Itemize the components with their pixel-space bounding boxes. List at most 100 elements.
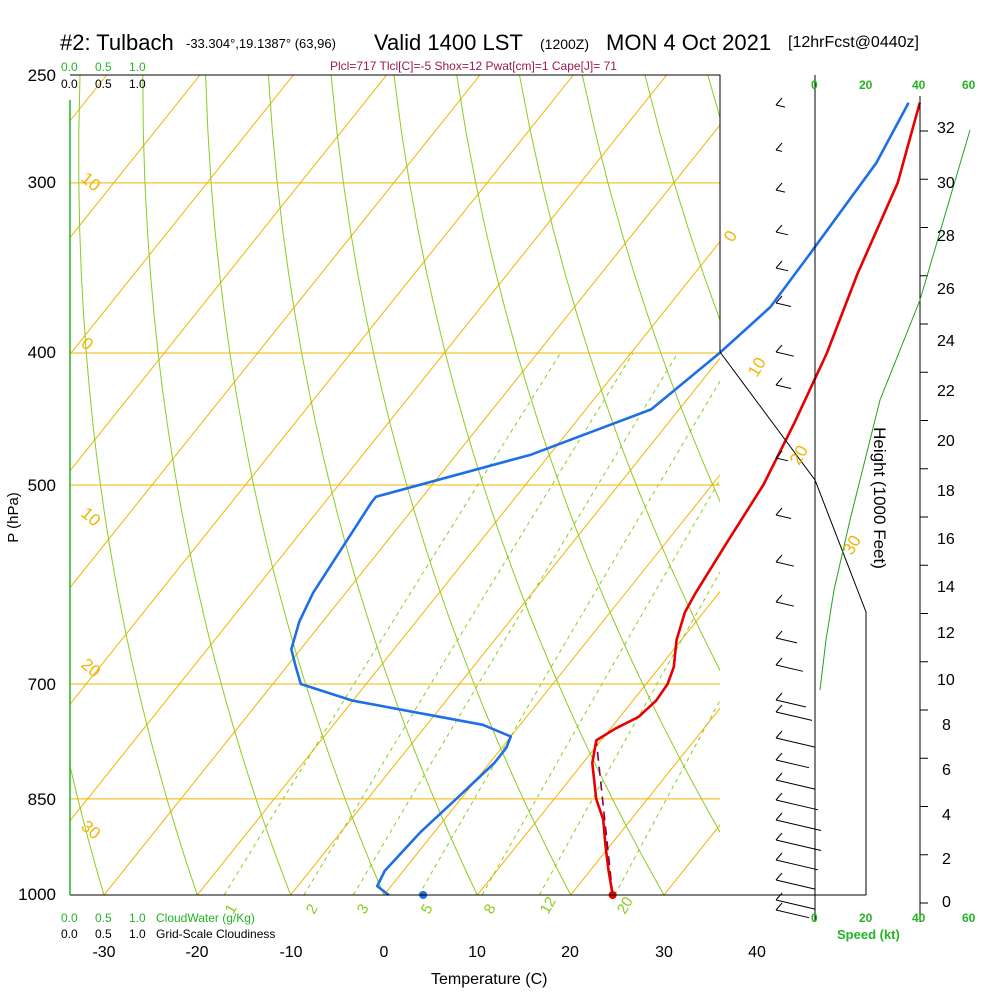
isotherm-label: 30: [839, 532, 865, 558]
x-tick-30: 30: [655, 944, 673, 961]
y-tick-300: 300: [27, 173, 56, 192]
height-tick-20: 20: [937, 433, 955, 450]
dry-adiabat-line: [707, 75, 720, 120]
dry-adiabat-line: [205, 75, 385, 895]
wind-barb: [775, 507, 792, 519]
height-tick-6: 6: [942, 762, 951, 779]
wind-barb-flag: [775, 97, 783, 106]
wind-barb-flag: [775, 730, 783, 739]
height-tick-0: 0: [942, 894, 951, 911]
wind-barb-staff: [775, 302, 792, 307]
dry-adiabat-line: [142, 75, 292, 895]
mixing-ratio-label: 5: [418, 901, 437, 917]
wind-barb-flag: [775, 295, 783, 304]
speed-top-60: 60: [962, 78, 976, 92]
dry-adiabat-lines: [70, 75, 720, 895]
wind-barb-staff: [775, 267, 789, 272]
mixing-ratio-line: [481, 478, 720, 895]
y-tick-700: 700: [27, 675, 56, 694]
wind-barb-staff: [775, 104, 786, 108]
mixing-ratio-label: 12: [537, 894, 560, 917]
height-tick-26: 26: [937, 281, 955, 298]
dry-adiabat-line: [581, 75, 720, 503]
wind-barb-staff: [775, 759, 810, 769]
wind-barb-flag: [775, 872, 783, 881]
cloud-scale-top-black-2: 1.0: [129, 77, 146, 91]
isotherm-line: [476, 590, 720, 895]
height-tick-10: 10: [937, 672, 955, 689]
speed-bottom-40: 40: [912, 911, 926, 925]
wind-barb-flag: [775, 377, 783, 386]
x-axis-label: Temperature (C): [431, 971, 548, 988]
isotherm-label: 10: [77, 169, 104, 196]
isobar-lines: [70, 74, 720, 896]
wind-barb: [775, 260, 789, 272]
wind-barb-flag: [775, 450, 783, 459]
speed-axis-label: Speed (kt): [837, 927, 900, 942]
wind-barb-flag: [775, 657, 783, 666]
cloud-scale-top-black-0: 0.0: [61, 77, 78, 91]
isotherm-label: 0: [77, 334, 96, 355]
height-tick-18: 18: [937, 483, 955, 500]
wind-barb-staff: [775, 189, 786, 193]
wind-barb: [775, 772, 816, 790]
wind-barb: [775, 872, 816, 890]
wind-barb-staff: [775, 149, 783, 152]
wind-barb-staff: [775, 351, 795, 357]
cloud-scale-top-green-2: 1.0: [129, 60, 146, 74]
skew-boundary-line: [70, 74, 867, 895]
wind-barb-staff: [775, 737, 816, 748]
height-tick-12: 12: [937, 625, 955, 642]
zulu-time: (1200Z): [540, 36, 590, 52]
dry-adiabat-line: [70, 763, 105, 895]
station-coords: -33.304°,19.1387° (63,96): [186, 36, 336, 51]
height-tick-4: 4: [942, 807, 951, 824]
wind-barb: [775, 892, 816, 910]
wind-barb: [775, 554, 795, 567]
speed-top-20: 20: [859, 78, 873, 92]
y-axis-label: P (hPa): [4, 492, 22, 543]
dewpoint-line: [289, 102, 910, 897]
mixing-ratio-line: [418, 380, 720, 895]
y-tick-400: 400: [27, 343, 56, 362]
mixing-ratio-label: 20: [614, 894, 637, 917]
cloud-scale-bottom-green-1: 0.5: [95, 911, 112, 925]
valid-time: Valid 1400 LST: [374, 30, 523, 55]
speed-bottom-0: 0: [811, 911, 818, 925]
speed-bottom-60: 60: [962, 911, 976, 925]
cloud-scale-bottom-black-1: 0.5: [95, 927, 112, 941]
wind-barb: [775, 377, 792, 389]
wind-barb: [775, 594, 795, 607]
wind-barb: [775, 852, 819, 871]
wind-barb-staff: [775, 637, 798, 644]
isotherm-line: [70, 75, 201, 239]
height-tick-24: 24: [937, 333, 955, 350]
height-tick-14: 14: [937, 579, 955, 596]
wind-barb-flag: [775, 902, 783, 911]
forecast-tag: [12hrFcst@0440z]: [788, 34, 919, 51]
dry-adiabat-line: [78, 75, 198, 895]
y-tick-1000: 1000: [18, 885, 56, 904]
dry-adiabat-line: [456, 75, 720, 834]
wind-barb: [775, 752, 810, 769]
mixing-ratio-line: [303, 352, 634, 895]
valid-date: MON 4 Oct 2021: [606, 30, 772, 55]
wind-barb-staff: [775, 561, 795, 567]
wind-barb-flag: [775, 704, 783, 713]
wind-barb: [775, 142, 783, 152]
dry-adiabat-line: [644, 75, 720, 322]
height-axis-label: Height (1000 Feet): [869, 427, 889, 569]
wind-barb-flag: [775, 832, 783, 841]
speed-top-0: 0: [811, 78, 818, 92]
wind-barb-staff: [775, 664, 804, 672]
mixing-ratio-lines: [223, 352, 720, 895]
speed-top-40: 40: [912, 78, 926, 92]
wind-barb-staff: [775, 601, 795, 607]
cloud-scale-bottom-green-2: 1.0: [129, 911, 146, 925]
wind-barb-staff: [775, 699, 807, 708]
temperature-line: [590, 102, 922, 896]
isotherm-line: [70, 75, 388, 472]
x-tick-40: 40: [748, 944, 766, 961]
wind-barb-staff: [775, 909, 810, 919]
